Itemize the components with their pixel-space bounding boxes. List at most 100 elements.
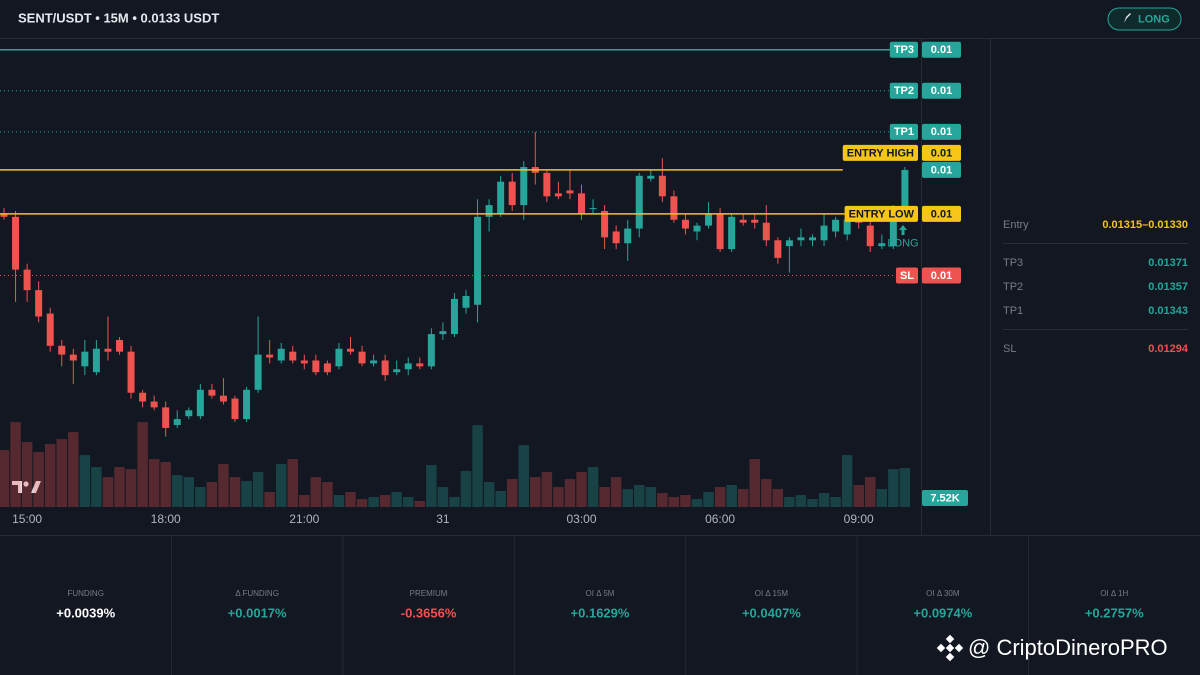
volume-bar: [541, 472, 553, 507]
volume-bar: [807, 499, 818, 507]
level-value-label: 0.01: [931, 85, 952, 97]
x-tick-label: 18:00: [151, 512, 181, 526]
volume-bar: [460, 471, 472, 507]
candle-body: [462, 295, 470, 308]
candle-body: [58, 345, 66, 355]
volume-bar: [888, 469, 899, 507]
candle-body: [69, 354, 77, 361]
volume-bar: [841, 455, 853, 507]
watermark-text: @ CriptoDineroPRO: [968, 635, 1168, 660]
level-name: ENTRY HIGH: [847, 147, 914, 159]
long-button-label[interactable]: LONG: [1138, 13, 1170, 25]
candle-body: [635, 175, 643, 229]
volume-bar: [784, 497, 795, 507]
volume-bar: [33, 452, 44, 507]
volume-bar: [91, 467, 102, 507]
volume-bar: [218, 464, 229, 507]
metric-label: FUNDING: [67, 589, 103, 598]
tv-logo: [12, 481, 41, 493]
volume-bar: [622, 489, 633, 507]
side-value: 0.01315–0.01330: [1102, 219, 1188, 231]
level-value-label: 0.01: [931, 147, 952, 159]
level-tag: [895, 267, 918, 284]
candle-body: [416, 363, 424, 367]
volume-bar: [483, 482, 495, 507]
candle-body: [347, 348, 354, 352]
candle-body: [254, 354, 262, 390]
volume-bar: [691, 499, 703, 507]
candle-body: [312, 360, 320, 373]
long-button[interactable]: [1107, 7, 1182, 31]
candle-body: [266, 354, 274, 358]
candle-body: [601, 210, 609, 238]
candle-body: [670, 196, 678, 220]
volume-bar: [172, 475, 183, 507]
candle-body: [393, 369, 401, 373]
candle-body: [323, 363, 331, 373]
level-name: TP2: [894, 85, 914, 97]
metric-label: OI Δ 30M: [926, 589, 960, 598]
volume-bar: [56, 439, 67, 507]
volume-bar: [645, 487, 657, 507]
level-value-label: 0.01: [931, 126, 952, 138]
candle-body: [566, 190, 574, 194]
candle-body: [46, 313, 54, 346]
volume-bar: [726, 485, 737, 507]
candle-body: [762, 222, 770, 241]
metric-value: -0.3656%: [401, 605, 457, 620]
candle-body: [589, 208, 597, 210]
volume-bar: [795, 494, 807, 507]
volume-bar: [241, 481, 252, 507]
level-value-label: 0.01: [931, 44, 952, 56]
candle-body: [196, 389, 204, 417]
volume-bar: [322, 482, 333, 507]
candle-body: [578, 193, 585, 214]
candle-body: [889, 210, 897, 247]
volume-bar: [206, 482, 218, 507]
volume-bar: [137, 422, 148, 507]
side-label: TP2: [1003, 281, 1023, 293]
candle-body: [612, 231, 620, 244]
volume-bar: [21, 442, 33, 507]
candle-body: [127, 351, 135, 393]
candle-body: [358, 351, 366, 364]
candle-body: [751, 219, 759, 223]
level-tag: [889, 82, 918, 99]
volume-bar: [391, 491, 402, 507]
volume-bar: [68, 432, 79, 507]
candle-body: [439, 331, 447, 335]
side-value: 0.01357: [1148, 281, 1188, 293]
volume-bar: [818, 493, 830, 507]
candle-body: [185, 410, 193, 417]
volume-bar: [229, 477, 241, 507]
volume-bar: [495, 491, 506, 507]
volume-bar: [634, 485, 645, 507]
last-price-label: 0.01: [931, 164, 952, 176]
side-value: 0.01294: [1148, 343, 1189, 355]
candle-body: [647, 175, 655, 179]
level-value-label: 0.01: [931, 270, 952, 282]
volume-bar: [449, 497, 460, 507]
side-label: SL: [1003, 343, 1016, 355]
candle-body: [277, 348, 285, 361]
candle-body: [693, 225, 701, 232]
level-tag: [842, 144, 918, 161]
metric-value: +0.0017%: [228, 605, 287, 620]
volume-bar: [287, 459, 298, 507]
header-title: SENT/USDT • 15M • 0.0133 USDT: [18, 10, 219, 25]
candle-body: [404, 363, 412, 370]
metric-value: +0.2757%: [1085, 605, 1144, 620]
candle-body: [231, 398, 239, 420]
metric-label: Δ FUNDING: [235, 589, 279, 598]
volume-last-box: [922, 490, 968, 506]
candle-body: [381, 360, 389, 376]
candle-body: [866, 225, 874, 247]
volume-bar: [610, 477, 622, 507]
volume-bar: [333, 494, 345, 507]
level-value-box: [922, 41, 961, 58]
signal-label: LONG: [887, 237, 918, 249]
candle-body: [474, 216, 482, 305]
candle-body: [219, 395, 227, 402]
